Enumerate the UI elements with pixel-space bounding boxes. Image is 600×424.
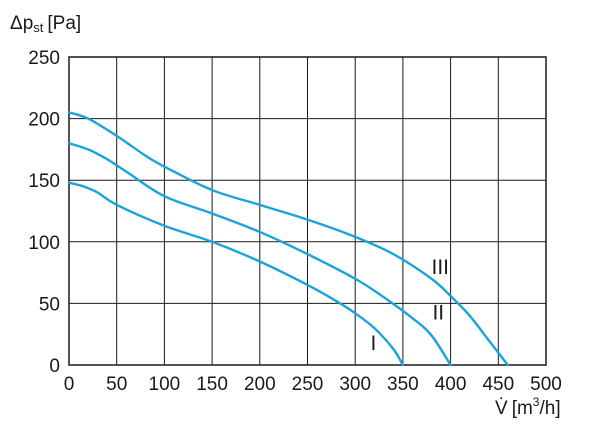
x-tick-label-350: 350 (387, 374, 419, 395)
x-axis-unit-prefix: [m (512, 398, 533, 419)
y-tick-labels: 0 50 100 150 200 250 (28, 48, 60, 377)
curve-III (67, 111, 510, 367)
plot-frame (68, 56, 547, 366)
y-tick-label-0: 0 (49, 356, 60, 377)
x-tick-label-450: 450 (482, 374, 514, 395)
x-tick-label-250: 250 (292, 374, 324, 395)
y-tick-label-150: 150 (28, 171, 60, 192)
curve-II (67, 142, 452, 367)
x-axis-unit-suffix: /h] (539, 398, 560, 419)
curves (67, 111, 510, 367)
x-tick-label-500: 500 (530, 374, 562, 395)
curve-label-I: I (370, 332, 376, 355)
grid (69, 57, 546, 365)
y-axis-unit: [Pa] (47, 13, 81, 34)
y-axis-subscript: st (33, 20, 44, 35)
x-tick-label-50: 50 (106, 374, 127, 395)
x-axis-symbol: V̇ (495, 398, 508, 419)
y-axis-symbol: Δp (10, 13, 33, 34)
y-tick-label-100: 100 (28, 233, 60, 254)
x-tick-label-300: 300 (339, 374, 371, 395)
x-tick-label-100: 100 (149, 374, 181, 395)
y-tick-label-250: 250 (28, 48, 60, 69)
x-tick-label-150: 150 (196, 374, 228, 395)
x-axis-label: V̇ [m3/h] (495, 395, 561, 419)
curve-label-II: II (432, 301, 444, 324)
y-tick-label-200: 200 (28, 110, 60, 131)
x-tick-labels: 0 50 100 150 200 250 300 350 400 450 500 (64, 374, 562, 395)
x-axis-unit-superscript: 3 (533, 395, 540, 409)
curve-I (67, 181, 405, 367)
x-tick-label-0: 0 (64, 374, 75, 395)
y-tick-label-50: 50 (39, 294, 60, 315)
x-tick-label-200: 200 (244, 374, 276, 395)
y-axis-label: Δpst [Pa] (10, 13, 81, 35)
x-tick-label-400: 400 (435, 374, 467, 395)
curve-label-III: III (432, 256, 450, 279)
